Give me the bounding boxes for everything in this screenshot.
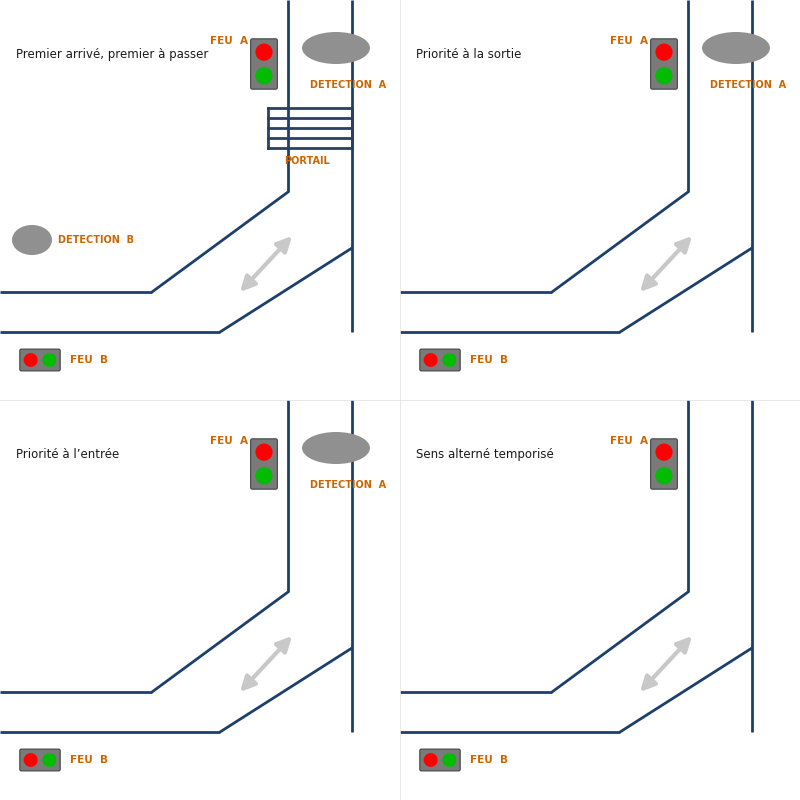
Ellipse shape [302, 432, 370, 464]
Text: FEU  B: FEU B [70, 355, 108, 365]
Circle shape [424, 754, 437, 766]
Text: Sens alterné temporisé: Sens alterné temporisé [416, 448, 554, 461]
Text: FEU  A: FEU A [610, 36, 648, 46]
Text: FEU  A: FEU A [210, 36, 248, 46]
FancyBboxPatch shape [250, 439, 278, 489]
Circle shape [656, 444, 672, 460]
FancyBboxPatch shape [250, 39, 278, 89]
FancyBboxPatch shape [420, 749, 460, 771]
Circle shape [256, 468, 272, 484]
Text: Premier arrivé, premier à passer: Premier arrivé, premier à passer [16, 48, 208, 61]
Text: Priorité à la sortie: Priorité à la sortie [416, 48, 522, 61]
FancyBboxPatch shape [650, 39, 678, 89]
Text: FEU  B: FEU B [470, 755, 508, 765]
FancyBboxPatch shape [420, 349, 460, 371]
FancyBboxPatch shape [650, 439, 678, 489]
Text: DETECTION  A: DETECTION A [310, 80, 386, 90]
Ellipse shape [302, 32, 370, 64]
Circle shape [424, 354, 437, 366]
Circle shape [656, 44, 672, 60]
Circle shape [656, 68, 672, 84]
Circle shape [656, 468, 672, 484]
Circle shape [256, 44, 272, 60]
Text: DETECTION  A: DETECTION A [710, 80, 786, 90]
Text: FEU  B: FEU B [470, 355, 508, 365]
Text: DETECTION  B: DETECTION B [58, 235, 134, 245]
Text: Priorité à l’entrée: Priorité à l’entrée [16, 448, 119, 461]
Circle shape [443, 754, 456, 766]
Ellipse shape [702, 32, 770, 64]
Circle shape [256, 444, 272, 460]
Text: DETECTION  A: DETECTION A [310, 480, 386, 490]
Text: FEU  B: FEU B [70, 755, 108, 765]
FancyBboxPatch shape [20, 349, 60, 371]
Circle shape [443, 354, 456, 366]
Circle shape [43, 354, 56, 366]
Circle shape [25, 354, 37, 366]
Circle shape [25, 754, 37, 766]
Ellipse shape [12, 225, 52, 255]
Circle shape [43, 754, 56, 766]
Text: FEU  A: FEU A [210, 436, 248, 446]
Circle shape [256, 68, 272, 84]
FancyBboxPatch shape [20, 749, 60, 771]
Text: PORTAIL: PORTAIL [284, 156, 330, 166]
Text: FEU  A: FEU A [610, 436, 648, 446]
